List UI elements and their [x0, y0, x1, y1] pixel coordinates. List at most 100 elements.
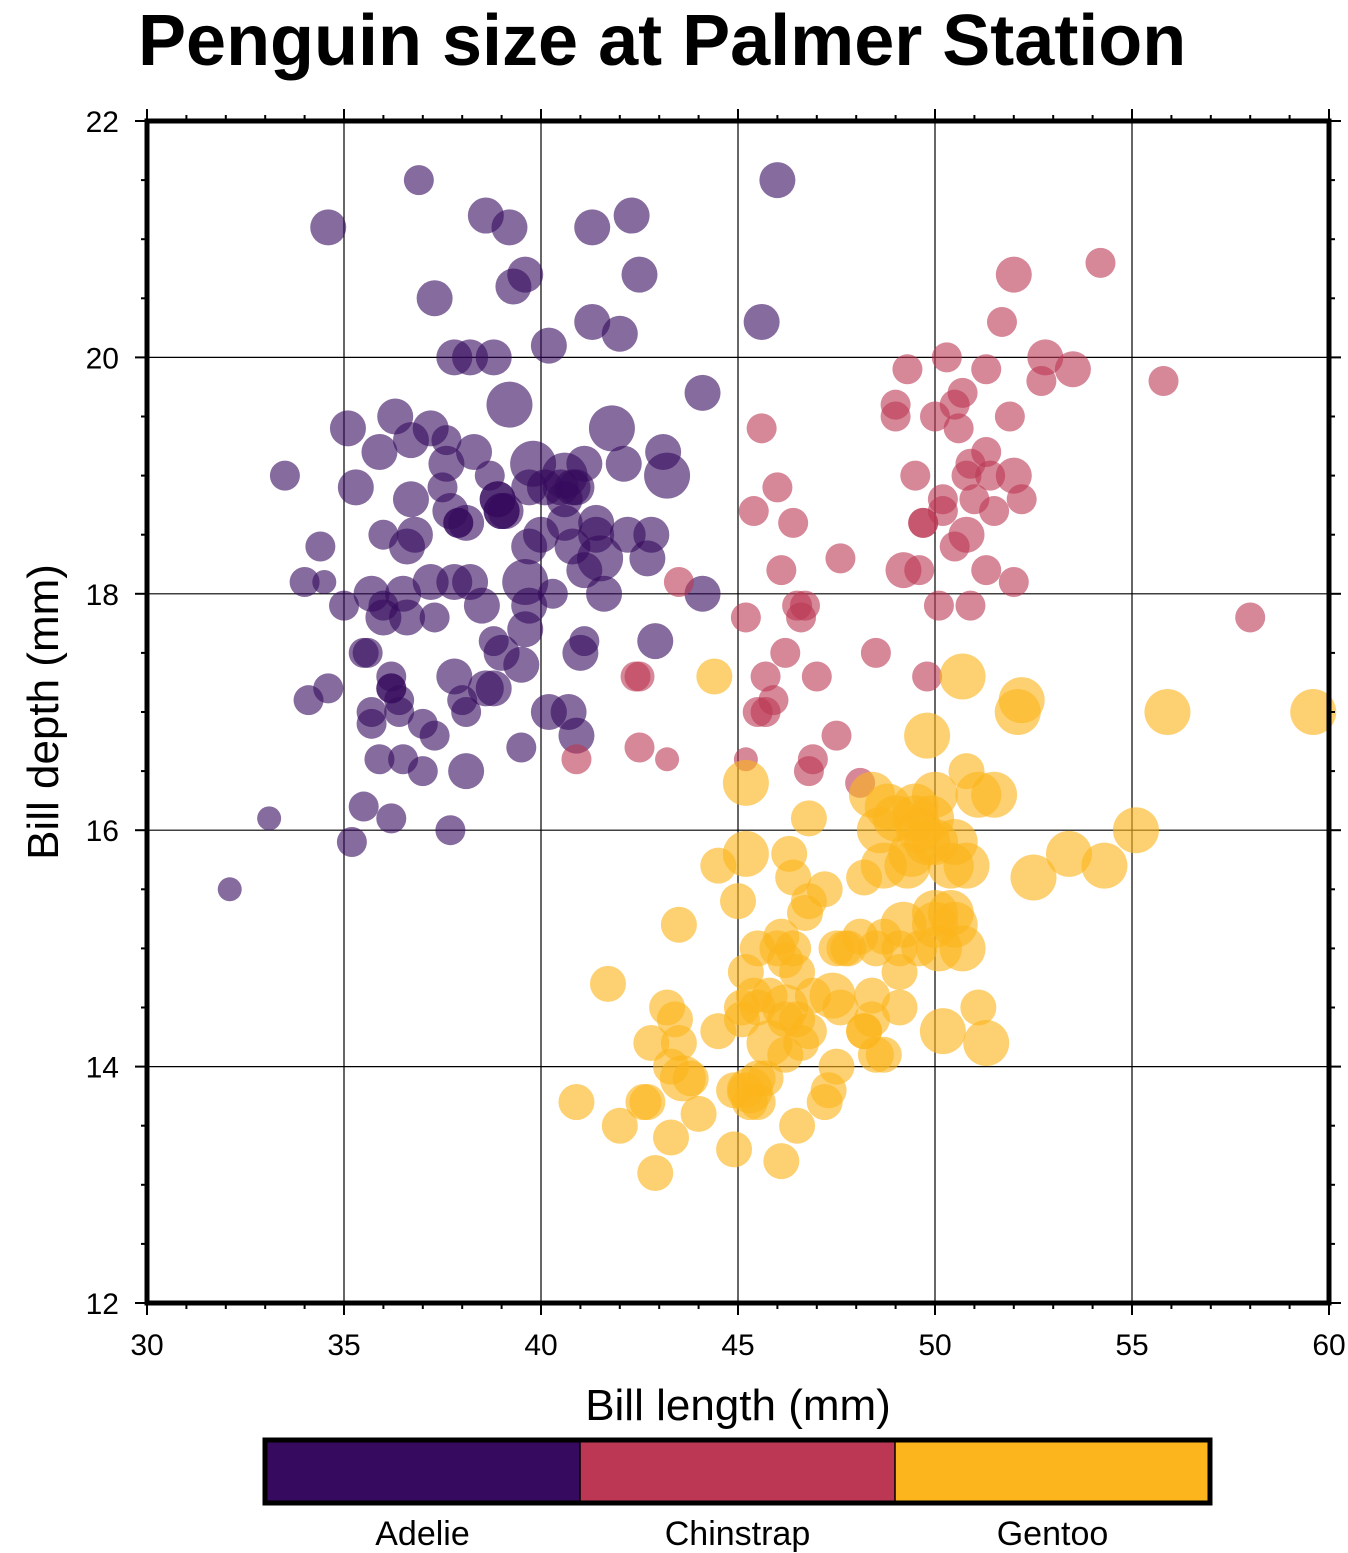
colorbar-label-gentoo: Gentoo — [997, 1515, 1109, 1553]
data-point — [663, 566, 694, 597]
data-point — [789, 590, 820, 621]
data-point — [716, 1131, 753, 1168]
data-point — [588, 405, 635, 452]
data-point — [637, 623, 674, 660]
data-point — [943, 842, 990, 889]
data-point — [880, 389, 911, 420]
data-point — [419, 602, 450, 633]
data-point — [779, 1107, 816, 1144]
data-point — [561, 744, 592, 775]
data-point — [416, 280, 453, 317]
data-point — [655, 747, 680, 772]
data-point — [486, 381, 533, 428]
data-point — [971, 555, 1002, 586]
data-point — [637, 1154, 674, 1191]
data-point — [511, 469, 548, 506]
y-axis-label: Bill depth (mm) — [19, 564, 68, 860]
colorbar-swatch-gentoo — [895, 1440, 1210, 1503]
data-point — [503, 646, 540, 683]
x-tick-label: 55 — [1115, 1329, 1148, 1362]
data-point — [621, 256, 658, 293]
data-point — [456, 433, 493, 470]
data-point — [431, 425, 462, 456]
data-point — [759, 162, 796, 199]
data-point — [633, 516, 670, 553]
data-point — [797, 744, 828, 775]
data-point — [523, 516, 559, 553]
data-point — [746, 413, 777, 444]
data-point — [931, 342, 962, 373]
data-point — [305, 531, 336, 562]
data-point — [660, 1024, 697, 1061]
y-tick-label: 18 — [86, 579, 119, 612]
data-point — [269, 460, 300, 491]
data-point — [971, 436, 1002, 467]
data-point — [586, 575, 623, 612]
data-point — [955, 590, 986, 621]
data-point — [994, 401, 1025, 432]
data-point — [947, 377, 978, 408]
data-point — [1010, 854, 1057, 901]
data-point — [448, 753, 485, 790]
data-point — [770, 637, 801, 668]
data-point — [971, 354, 1002, 385]
data-point — [904, 712, 951, 759]
y-tick-label: 22 — [86, 106, 119, 139]
data-point — [558, 1084, 595, 1121]
data-point — [846, 1013, 883, 1050]
data-point — [313, 673, 344, 704]
x-tick-label: 30 — [130, 1329, 163, 1362]
y-tick-label: 16 — [86, 815, 119, 848]
y-tick-label: 12 — [86, 1288, 119, 1321]
x-tick-label: 45 — [721, 1329, 754, 1362]
data-point — [979, 496, 1010, 527]
y-tick-label: 14 — [86, 1052, 119, 1085]
data-point — [624, 661, 655, 692]
data-point — [475, 339, 512, 376]
data-point — [743, 303, 780, 340]
data-point — [904, 555, 935, 586]
data-point — [601, 1107, 638, 1144]
data-point — [730, 602, 761, 633]
data-point — [1290, 689, 1337, 735]
data-point — [825, 543, 856, 574]
data-point — [818, 1048, 855, 1085]
data-point — [310, 209, 347, 246]
data-point — [943, 413, 974, 444]
data-point — [329, 410, 366, 447]
data-point — [763, 1143, 800, 1180]
data-point — [908, 507, 939, 538]
y-tick-label: 20 — [86, 342, 119, 375]
colorbar-label-adelie: Adelie — [375, 1515, 470, 1553]
data-point — [624, 732, 655, 763]
data-point — [507, 256, 544, 293]
data-point — [660, 906, 697, 943]
data-point — [881, 989, 918, 1026]
data-point — [475, 670, 512, 707]
data-point — [963, 1019, 1010, 1066]
data-point — [759, 930, 796, 967]
data-point — [900, 460, 931, 491]
series-chinstrap — [561, 247, 1266, 798]
data-point — [506, 732, 537, 763]
data-point — [396, 516, 433, 553]
data-point — [865, 1036, 902, 1073]
tick-labels: 30 35 40 45 50 55 60 12 14 16 18 20 22 — [86, 106, 1346, 1362]
data-point — [939, 925, 986, 972]
data-point — [613, 197, 650, 234]
chart-title: Penguin size at Palmer Station — [138, 1, 1187, 81]
data-point — [995, 256, 1032, 293]
data-point — [672, 1060, 709, 1097]
data-point — [806, 871, 843, 908]
colorbar-label-chinstrap: Chinstrap — [665, 1515, 811, 1553]
data-point — [336, 827, 367, 858]
data-point — [939, 653, 986, 700]
data-point — [577, 535, 624, 582]
data-point — [601, 315, 638, 352]
data-point — [860, 637, 891, 668]
series-adelie — [217, 162, 796, 902]
data-point — [1112, 807, 1159, 854]
data-point — [361, 433, 398, 470]
data-point — [960, 989, 997, 1026]
